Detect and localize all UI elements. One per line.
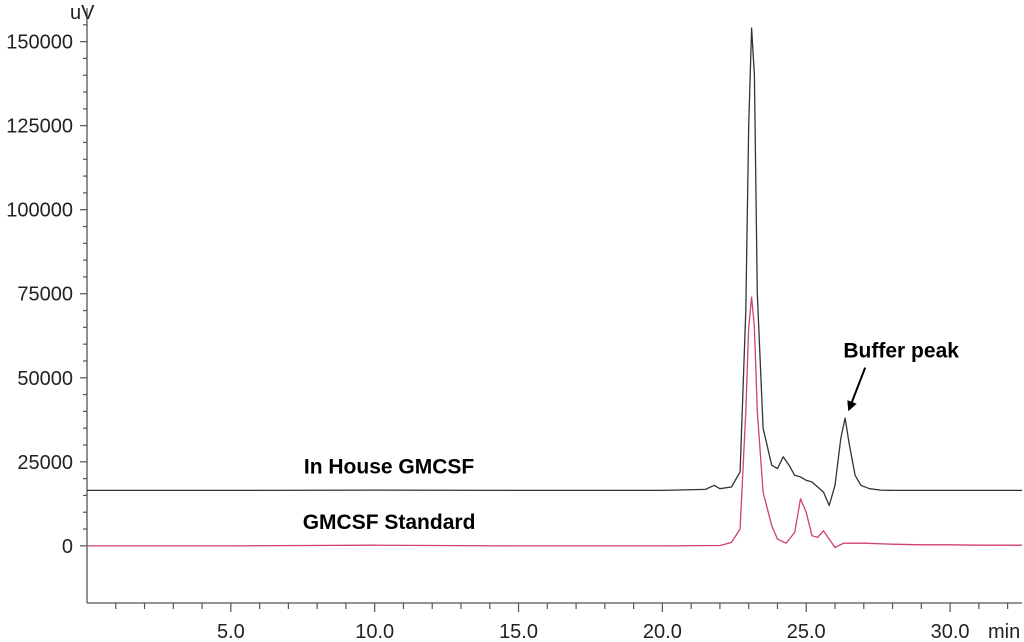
annotation-in-house-gmcsf: In House GMCSF xyxy=(304,456,475,479)
y-tick-label: 100000 xyxy=(6,200,73,222)
x-axis-unit-label: min xyxy=(988,621,1020,642)
annotations: In House GMCSF GMCSF Standard Buffer peak xyxy=(303,340,960,534)
series-layer xyxy=(87,27,1022,549)
annotation-gmcsf-standard: GMCSF Standard xyxy=(303,511,476,534)
buffer-peak-arrow xyxy=(847,367,867,412)
x-tick-label: 15.0 xyxy=(499,621,538,642)
axes: 0 25000 50000 75000 100000 125000 150000 5.0 10.… xyxy=(6,2,1022,642)
series-line-in-house-gmcsf xyxy=(87,27,1022,507)
x-tick-label: 20.0 xyxy=(643,621,682,642)
x-tick-label: 25.0 xyxy=(787,621,826,642)
y-tick-label: 150000 xyxy=(6,32,73,54)
y-tick-label: 75000 xyxy=(17,284,73,306)
series-line-gmcsf-standard xyxy=(87,296,1022,549)
y-tick-label: 125000 xyxy=(6,116,73,138)
y-tick-label: 0 xyxy=(62,536,73,558)
y-tick-label: 25000 xyxy=(17,452,73,474)
y-axis-unit-label: uV xyxy=(70,2,95,24)
annotation-buffer-peak: Buffer peak xyxy=(843,340,959,363)
x-tick-label: 5.0 xyxy=(217,621,245,642)
y-tick-label: 50000 xyxy=(17,368,73,390)
x-tick-label: 30.0 xyxy=(931,621,970,642)
x-tick-label: 10.0 xyxy=(355,621,394,642)
